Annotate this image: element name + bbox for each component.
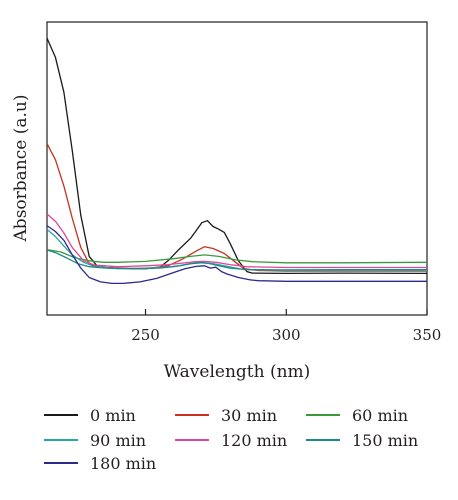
series-line-120-min: [46, 213, 427, 269]
series-line-150-min: [46, 249, 427, 271]
series-line-60-min: [46, 249, 428, 264]
series-group: [46, 37, 428, 285]
series-line-0-min: [46, 37, 428, 275]
x-tick-label: 350: [413, 326, 442, 344]
plot-frame: [46, 21, 428, 316]
series-line-30-min: [46, 143, 427, 272]
x-axis-label: Wavelength (nm): [164, 362, 311, 382]
y-axis-label: Absorbance (a.u): [11, 95, 31, 243]
x-axis-ticks: 250 300 350: [131, 309, 441, 344]
x-tick-label: 250: [131, 326, 160, 344]
series-line-180-min: [46, 225, 427, 285]
series-line-90-min: [46, 228, 427, 272]
x-tick-label: 300: [272, 326, 301, 344]
